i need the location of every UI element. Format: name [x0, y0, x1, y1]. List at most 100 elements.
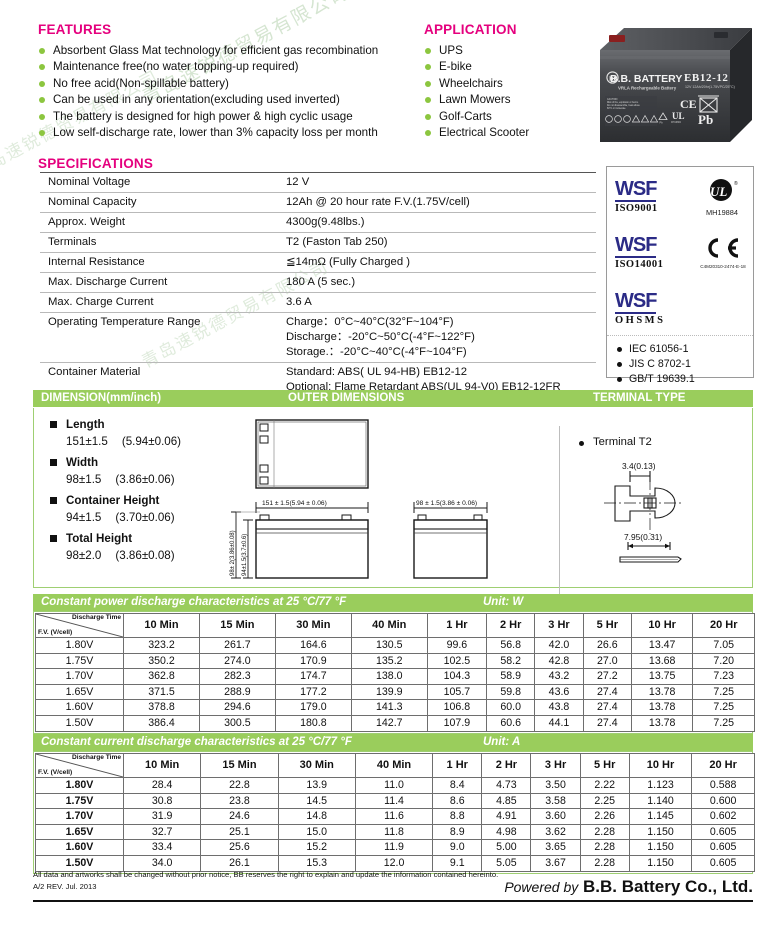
standards-list: IEC 61056-1 JIS C 8702-1 GB/T 19639.1	[607, 335, 753, 387]
cell: 2.22	[579, 777, 630, 794]
wsf-mark-text: WSF	[615, 290, 657, 314]
svg-text:MH19884: MH19884	[671, 122, 682, 124]
terminal-drawing: 3.4(0.13) 7.95(0.31)	[582, 456, 747, 586]
cell: 27.0	[582, 652, 632, 670]
cell: 1.150	[628, 839, 693, 856]
table-row: 1.65V 32.7 25.1 15.0 11.8 8.9 4.98 3.62 …	[35, 823, 755, 841]
cell: 7.25	[692, 683, 755, 701]
feature-text: Absorbent Glass Mat technology for effic…	[53, 44, 379, 57]
bullet-icon	[39, 130, 45, 137]
svg-text:12V 12Ah/20hr(1.75VPC/25°C): 12V 12Ah/20hr(1.75VPC/25°C)	[685, 85, 735, 89]
list-item: Absorbent Glass Mat technology for effic…	[38, 43, 428, 59]
terminal-dim-bottom-label: 7.95(0.31)	[624, 532, 662, 542]
cell: 42.0	[534, 637, 584, 654]
dimension-mm: 151±1.5	[66, 435, 108, 448]
cell: 31.9	[122, 808, 202, 825]
constant-current-bar: Constant current discharge characteristi…	[33, 734, 753, 751]
table-row: 1.75V 350.2 274.0 170.9 135.2 102.5 58.2…	[35, 652, 755, 670]
spec-value: Charge：0°C~40°C(32°F~104°F) Discharge：-2…	[278, 312, 596, 363]
dimension-section-bar: DIMENSION(mm/inch) OUTER DIMENSIONS TERM…	[33, 390, 753, 407]
spec-key: Operating Temperature Range	[40, 312, 278, 363]
cell: 4.91	[481, 808, 532, 825]
bullet-icon	[39, 113, 45, 120]
ce-mark-logo: C4M20310-2474-E-18	[693, 237, 753, 269]
cell: 386.4	[123, 714, 200, 732]
cell: 8.6	[432, 792, 483, 810]
row-label: 1.50V	[35, 854, 124, 872]
dimension-item-length: Length 151±1.5 (5.94±0.06)	[44, 416, 254, 450]
cell: 8.9	[432, 823, 483, 841]
features-list: Absorbent Glass Mat technology for effic…	[38, 43, 428, 141]
list-item: UPS	[424, 43, 594, 59]
cell: 3.60	[530, 808, 581, 825]
spec-value-line: Charge：0°C~40°C(32°F~104°F)	[286, 316, 454, 328]
spec-value-line: 12Ah @ 20 hour rate F.V.(1.75V/cell)	[286, 196, 470, 208]
battery-product-photo: B.B. BATTERY VRLA Rechargeable Battery E…	[596, 20, 754, 148]
dimension-label-text: Width	[66, 456, 99, 469]
cell: 25.6	[200, 839, 279, 856]
cell: 32.7	[122, 823, 202, 841]
cell: 24.6	[200, 808, 279, 825]
cell: 42.8	[534, 652, 584, 670]
col-header: 1 Hr	[426, 613, 488, 638]
bullet-icon	[39, 97, 45, 104]
table-row: 1.80V 323.2 261.7 164.6 130.5 99.6 56.8 …	[35, 637, 755, 654]
constant-current-table-frame: Discharge Time F.V. (V/cell) 10 Min 15 M…	[33, 751, 755, 874]
feature-text: Can be used in any orientation(excluding…	[53, 93, 340, 107]
cell: 177.2	[274, 683, 352, 701]
table-row: Max. Discharge Current 180 A (5 sec.)	[40, 272, 596, 293]
table-row: Max. Charge Current 3.6 A	[40, 292, 596, 313]
page-footer: All data and artworks shall be changed w…	[33, 869, 753, 896]
cell: 130.5	[350, 637, 428, 654]
row-label: 1.80V	[35, 777, 124, 794]
row-label: 1.60V	[35, 699, 124, 716]
cell: 274.0	[198, 652, 276, 670]
ul-icon: UL ®	[710, 178, 738, 201]
dimension-label: Total Height	[44, 530, 254, 547]
constant-power-table-frame: Discharge Time F.V. (V/cell) 10 Min 15 M…	[33, 611, 755, 734]
bullet-icon	[617, 377, 622, 382]
table-row: 1.60V 378.8 294.6 179.0 141.3 106.8 60.0…	[35, 699, 755, 716]
cell: 9.1	[432, 854, 483, 872]
table-row: Nominal Capacity 12Ah @ 20 hour rate F.V…	[40, 192, 596, 213]
application-text: Electrical Scooter	[439, 126, 530, 140]
cell: 43.6	[534, 683, 584, 701]
square-bullet-icon	[50, 497, 57, 504]
list-item: No free acid(Non-spillable battery)	[38, 76, 428, 92]
cell: 323.2	[123, 637, 200, 654]
bullet-icon	[425, 113, 431, 120]
application-section: APPLICATION UPS E-bike Wheelchairs Lawn …	[424, 22, 594, 141]
cell: 0.605	[691, 839, 755, 856]
list-item: Can be used in any orientation(excluding…	[38, 92, 428, 108]
drawing-total-height-label: 98± 2(3.86±0.08)	[230, 530, 236, 576]
cell: 9.0	[432, 839, 483, 856]
dimension-label-text: Container Height	[66, 494, 160, 507]
cell: 164.6	[274, 637, 352, 654]
cell: 58.2	[486, 652, 536, 670]
bullet-icon	[39, 48, 45, 54]
cell: 1.150	[628, 823, 693, 841]
table-row: 1.65V 371.5 288.9 177.2 139.9 105.7 59.8…	[35, 683, 755, 701]
ce-icon	[708, 238, 739, 258]
application-text: UPS	[439, 44, 463, 57]
cell: 43.2	[534, 668, 584, 685]
table-row: Operating Temperature Range Charge：0°C~4…	[40, 312, 596, 363]
spec-value: ≦14mΩ (Fully Charged )	[278, 252, 596, 273]
row-label: 1.70V	[35, 668, 124, 685]
cell: 13.9	[277, 777, 356, 794]
spec-value: 12Ah @ 20 hour rate F.V.(1.75V/cell)	[278, 192, 596, 213]
cell: 3.67	[530, 854, 581, 872]
row-label: 1.75V	[35, 792, 124, 810]
cell: 1.150	[628, 854, 693, 872]
col-header: 30 Min	[274, 613, 352, 638]
cell: 1.140	[628, 792, 693, 810]
certification-row: WSF OHSMS	[607, 279, 753, 335]
svg-text:®: ®	[734, 180, 738, 187]
spec-key: Terminals	[40, 232, 278, 253]
application-text: Golf-Carts	[439, 109, 492, 123]
col-header: 1 Hr	[432, 753, 483, 778]
table-row: Terminals T2 (Faston Tab 250)	[40, 232, 596, 253]
cell: 26.6	[582, 637, 632, 654]
constant-power-title: Constant power discharge characteristics…	[41, 596, 347, 608]
spec-value: 3.6 A	[278, 292, 596, 313]
